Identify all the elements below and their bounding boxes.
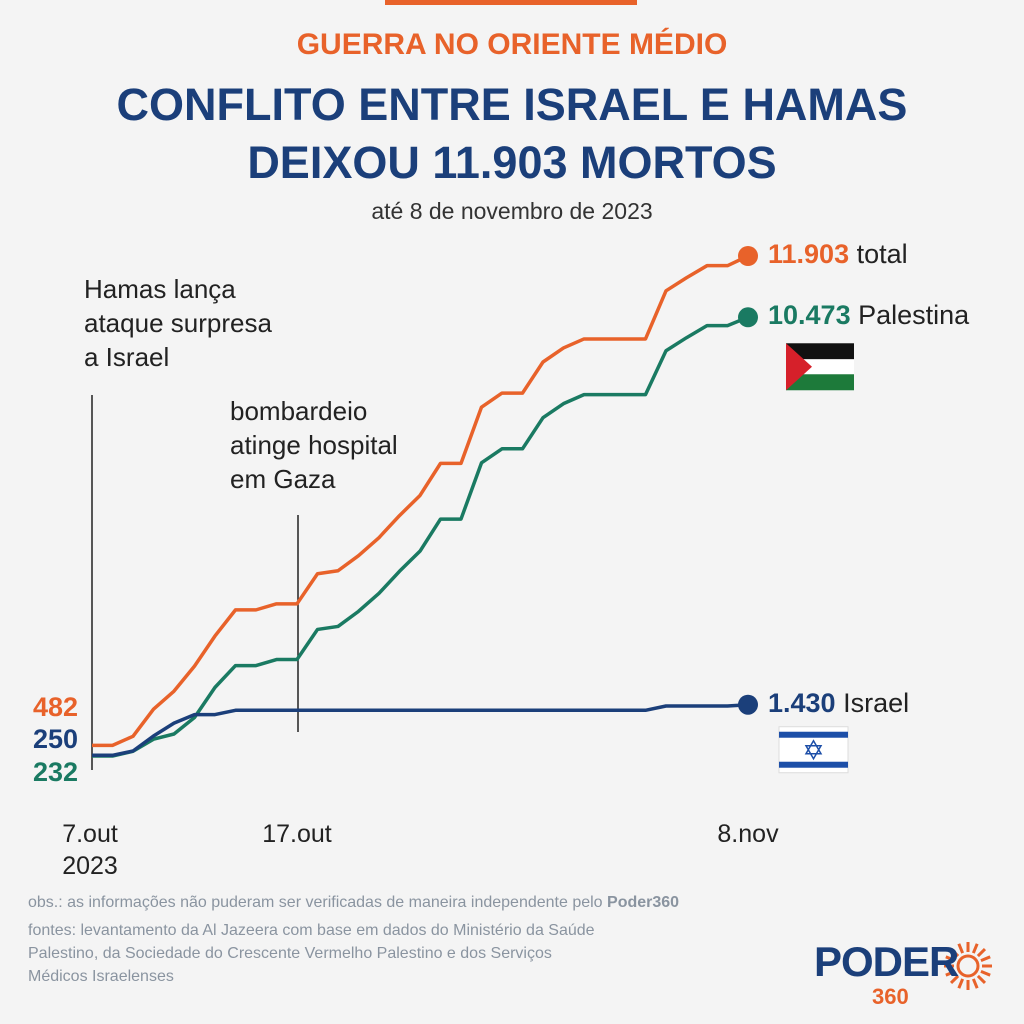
end-label: 10.473 Palestina bbox=[768, 300, 969, 331]
logo-ray bbox=[957, 943, 965, 954]
line bbox=[92, 702, 749, 758]
logo-ray bbox=[980, 969, 991, 977]
end-label: 1.430 Israel bbox=[768, 688, 909, 719]
end-value: 11.903 bbox=[768, 239, 850, 269]
logo-icon bbox=[944, 942, 992, 990]
logo-ray bbox=[976, 974, 987, 985]
line bbox=[92, 254, 749, 748]
logo-ray bbox=[949, 974, 960, 985]
end-label: 11.903 total bbox=[768, 239, 908, 270]
chart-subtitle: até 8 de novembro de 2023 bbox=[371, 198, 653, 224]
flag-stripe bbox=[786, 374, 854, 391]
series-name: Palestina bbox=[858, 300, 970, 331]
logo-number: 360 bbox=[872, 984, 909, 1009]
logo-ray bbox=[957, 978, 965, 989]
annotation: bombardeio atinge hospital em Gaza bbox=[230, 396, 398, 494]
end-dot bbox=[738, 694, 758, 715]
line bbox=[92, 315, 749, 758]
start-label: 250 bbox=[32, 724, 78, 754]
x-tick-label: 17.out bbox=[262, 820, 332, 848]
x-tick-label: 8.nov bbox=[717, 820, 779, 848]
header: GUERRA NO ORIENTE MÉDIO bbox=[296, 28, 728, 61]
logo-ray bbox=[945, 969, 956, 977]
logo: PODER bbox=[814, 938, 959, 985]
flag-stripe bbox=[779, 731, 848, 738]
series-name: Israel bbox=[843, 687, 910, 718]
top-bar bbox=[385, 0, 637, 5]
logo-ray bbox=[976, 947, 987, 958]
footer-sources: fontes: levantamento da Al Jazeera com b… bbox=[28, 922, 595, 985]
logo-ray bbox=[949, 947, 960, 958]
logo-ray bbox=[971, 978, 979, 989]
logo-ray bbox=[971, 943, 979, 954]
end-dot bbox=[738, 307, 758, 328]
logo-ray bbox=[945, 955, 956, 963]
annotation: Hamas lança ataque surpresa a Israel bbox=[84, 274, 272, 372]
end-value: 1.430 bbox=[768, 687, 836, 718]
flag-stripe bbox=[786, 343, 854, 360]
obs-text: obs.: as informações não puderam ser ver… bbox=[28, 894, 608, 911]
logo-ray bbox=[980, 955, 991, 963]
footer-obs: obs.: as informações não puderam ser ver… bbox=[28, 894, 679, 912]
chart-title: CONFLITO ENTRE ISRAEL E HAMAS DEIXOU 11.… bbox=[116, 79, 908, 188]
end-dot bbox=[738, 246, 758, 266]
flag-palestine bbox=[786, 343, 854, 391]
flag-triangle bbox=[786, 343, 812, 391]
end-value: 10.473 bbox=[768, 300, 851, 331]
flag-star bbox=[804, 739, 823, 761]
flag-stripe bbox=[779, 761, 848, 768]
series-name: total bbox=[856, 239, 908, 269]
flag-israel bbox=[778, 726, 849, 774]
x-tick-label: 7.out 2023 bbox=[62, 820, 118, 880]
obs-brand: Poder360 bbox=[607, 894, 680, 911]
start-label: 482 bbox=[32, 692, 78, 722]
start-label: 232 bbox=[32, 757, 78, 787]
